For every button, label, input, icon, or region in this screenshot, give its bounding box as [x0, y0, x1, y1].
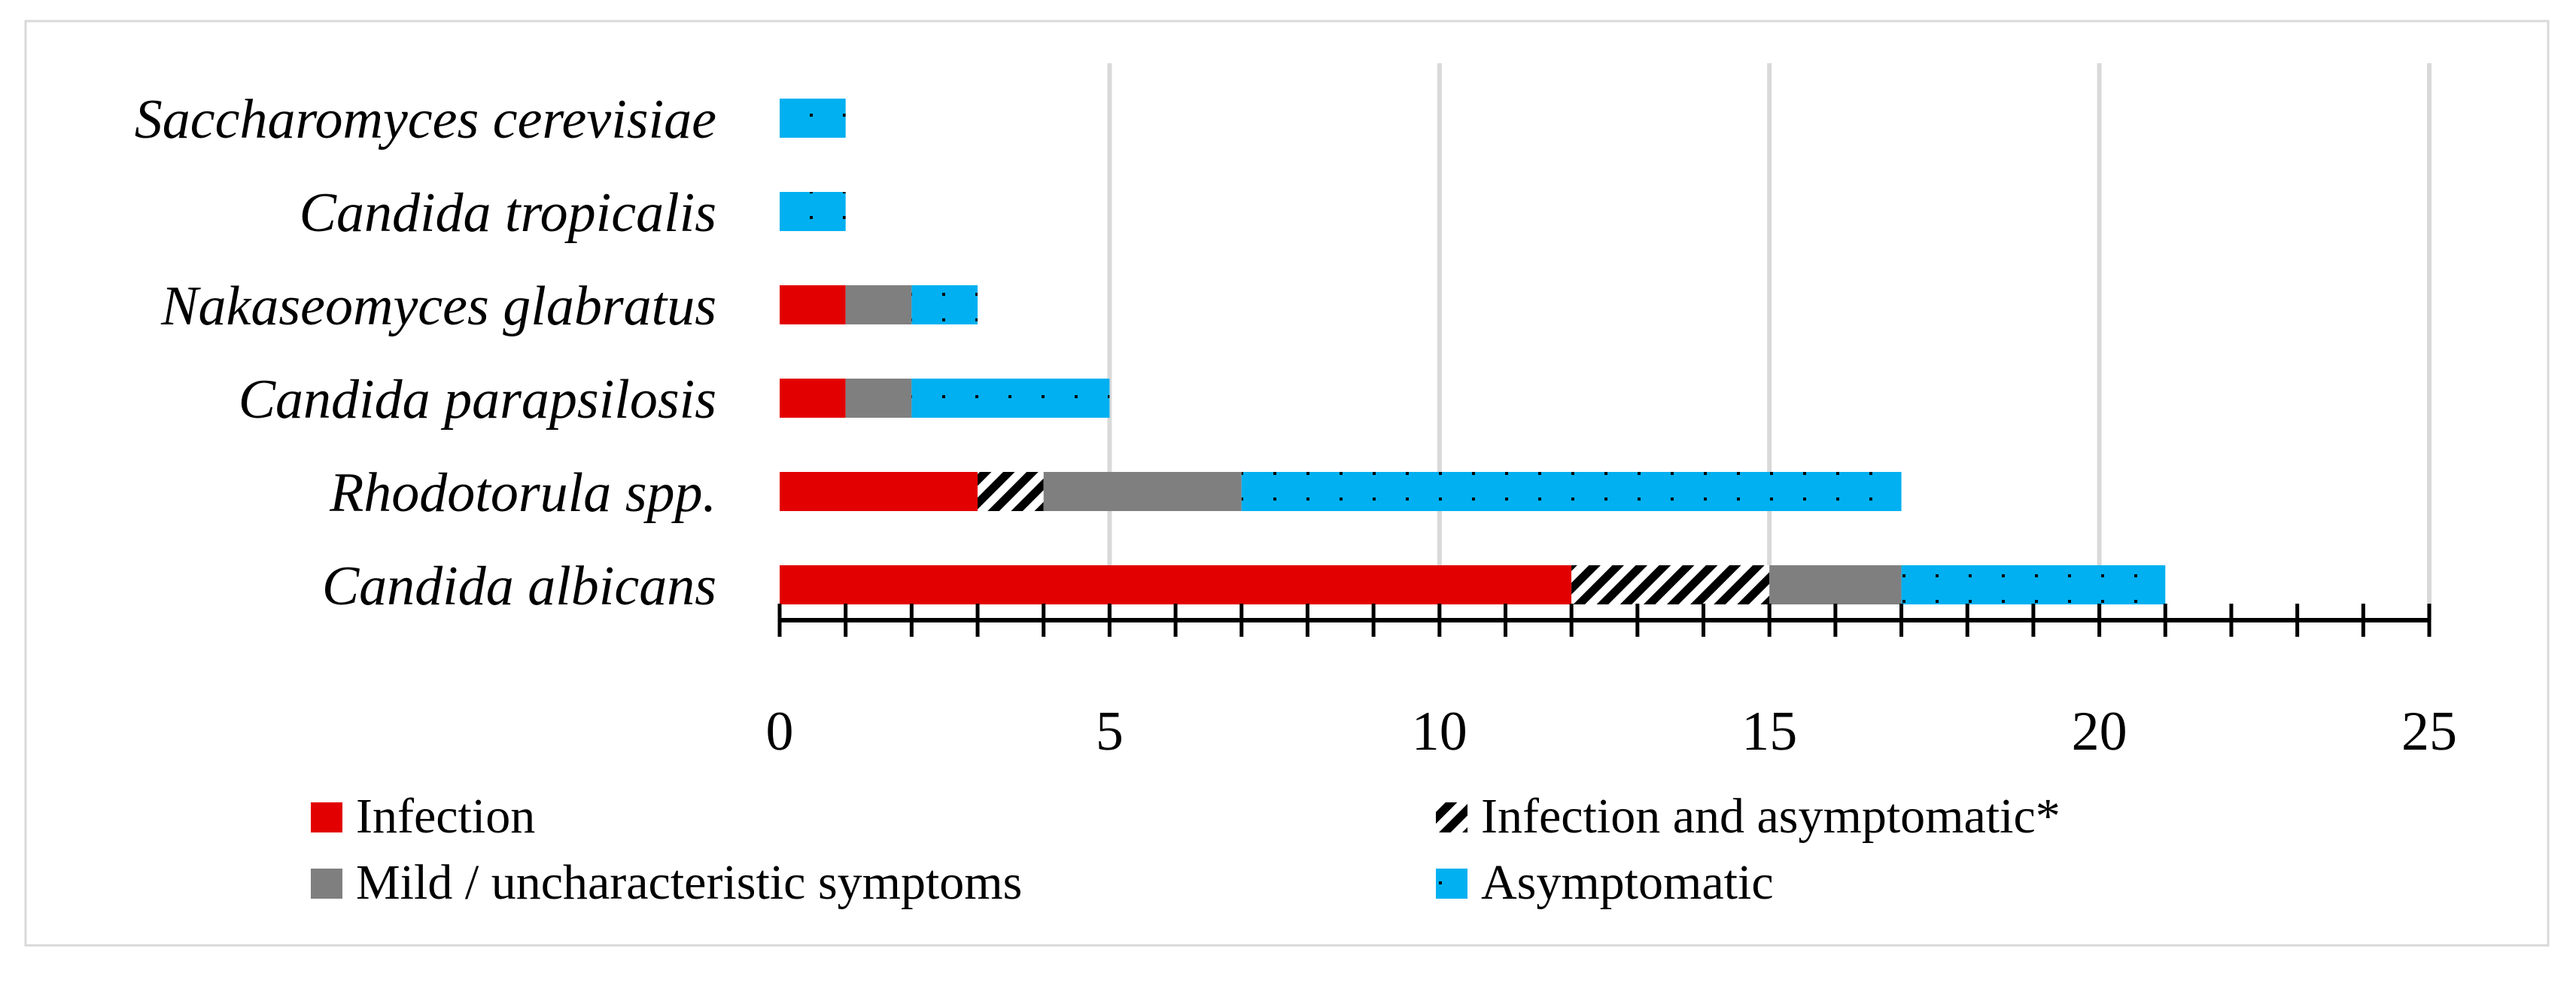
- bar-candida-tropicalis-asymptomatic: [780, 192, 846, 231]
- bar-candida-albicans-asymptomatic: [1901, 565, 2166, 604]
- legend: Infection Infection and asymptomatic* Mild…: [311, 789, 2060, 910]
- bar-candida-parapsilosis-asymptomatic: [911, 379, 1110, 418]
- bar-rhodotorula-spp-infection-and-asymptomatic: [978, 472, 1044, 511]
- tick-label-0: 0: [766, 701, 794, 762]
- bars: [780, 99, 2166, 604]
- category-label-nakaseomyces-glabratus: Nakaseomyces glabratus: [160, 275, 716, 337]
- bar-candida-albicans-infection: [780, 565, 1572, 604]
- tick-label-20: 20: [2072, 701, 2127, 762]
- category-labels: Candida albicans Rhodotorula spp. Candida …: [135, 89, 716, 617]
- x-axis: 0 5 10 15 20 25: [766, 604, 2457, 762]
- legend-label-mild-uncharacteristic-symptoms: Mild / uncharacteristic symptoms: [356, 855, 1022, 910]
- bar-candida-albicans-infection-and-asymptomatic: [1571, 565, 1770, 604]
- tick-label-25: 25: [2401, 701, 2457, 762]
- tick-label-10: 10: [1412, 701, 1467, 762]
- bar-rhodotorula-spp-asymptomatic: [1241, 472, 1902, 511]
- tick-label-5: 5: [1096, 701, 1124, 762]
- category-label-candida-parapsilosis: Candida parapsilosis: [239, 369, 716, 431]
- bar-nakaseomyces-glabratus-mild-uncharacteristic-symptoms: [845, 285, 912, 324]
- category-label-candida-tropicalis: Candida tropicalis: [300, 182, 716, 244]
- gridlines: [1107, 63, 2432, 620]
- legend-label-infection-and-asymptomatic: Infection and asymptomatic*: [1481, 789, 2060, 844]
- category-label-candida-albicans: Candida albicans: [322, 555, 716, 617]
- category-label-rhodotorula-spp: Rhodotorula spp.: [329, 462, 716, 524]
- bar-candida-parapsilosis-infection: [780, 379, 846, 418]
- bar-saccharomyces-cerevisiae-asymptomatic: [780, 99, 846, 138]
- legend-swatch-infection-and-asymptomatic: [1436, 802, 1467, 832]
- tick-label-15: 15: [1741, 701, 1797, 762]
- legend-swatch-infection: [311, 802, 342, 832]
- bar-nakaseomyces-glabratus-asymptomatic: [911, 285, 978, 324]
- bar-rhodotorula-spp-mild-uncharacteristic-symptoms: [1043, 472, 1242, 511]
- legend-swatch-asymptomatic: [1436, 869, 1467, 899]
- legend-label-infection: Infection: [356, 789, 535, 844]
- bar-candida-albicans-mild-uncharacteristic-symptoms: [1769, 565, 1902, 604]
- bar-nakaseomyces-glabratus-infection: [780, 285, 846, 324]
- bar-rhodotorula-spp-infection: [780, 472, 978, 511]
- category-label-saccharomyces-cerevisiae: Saccharomyces cerevisiae: [135, 89, 716, 151]
- legend-label-asymptomatic: Asymptomatic: [1481, 855, 1774, 910]
- bar-candida-parapsilosis-mild-uncharacteristic-symptoms: [845, 379, 912, 418]
- legend-swatch-mild-uncharacteristic-symptoms: [311, 869, 342, 899]
